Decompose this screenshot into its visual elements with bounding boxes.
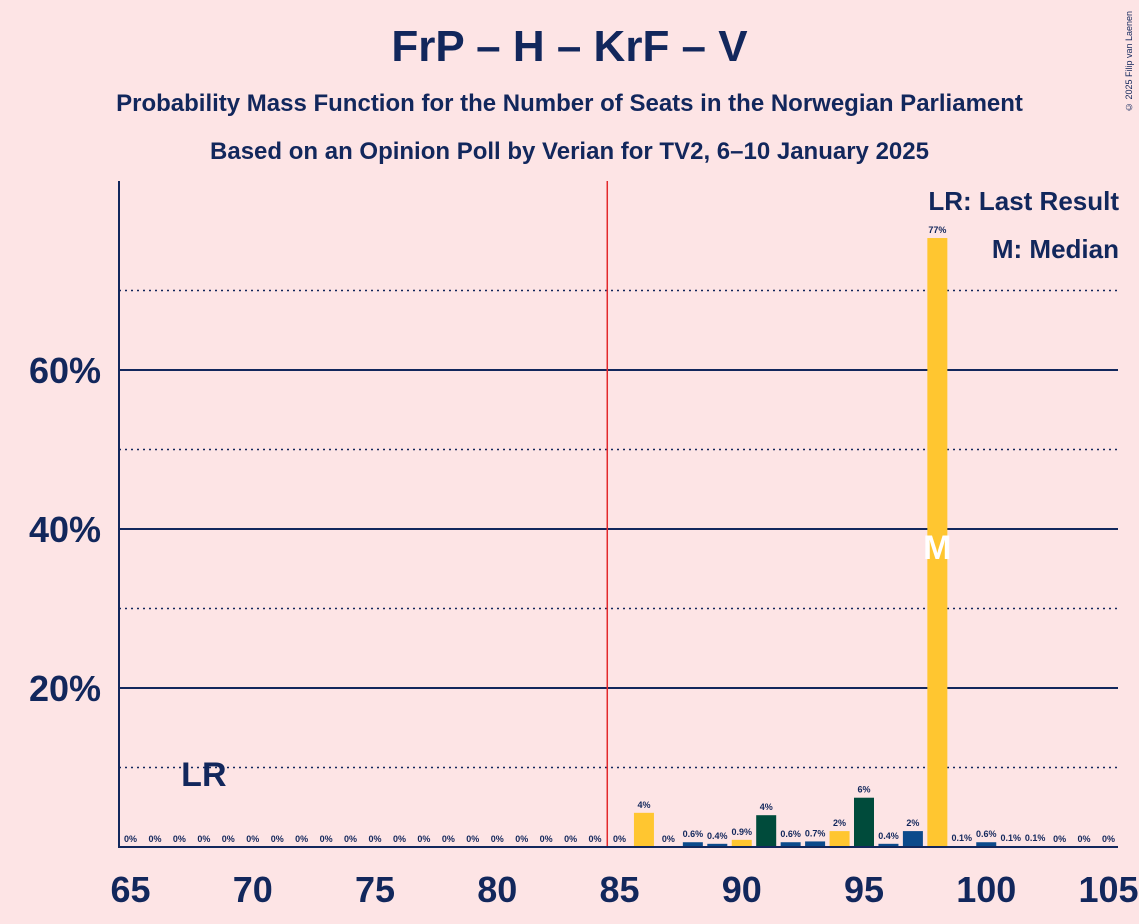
data-label-71: 0% [271,834,284,844]
data-label-69: 0% [222,834,235,844]
data-label-76: 0% [393,834,406,844]
data-label-73: 0% [320,834,333,844]
data-label-95: 6% [857,785,870,795]
data-label-84: 0% [589,834,602,844]
data-label-96: 0.4% [878,831,899,841]
data-label-94: 2% [833,818,846,828]
data-label-90: 0.9% [731,827,752,837]
x-tick-label: 85 [599,869,639,910]
data-label-72: 0% [295,834,308,844]
chart-subtitle-1: Probability Mass Function for the Number… [116,90,1023,117]
data-label-75: 0% [368,834,381,844]
bar-91 [756,815,777,847]
data-label-70: 0% [246,834,259,844]
data-label-93: 0.7% [805,828,826,838]
data-label-77: 0% [417,834,430,844]
bar-86 [633,812,654,847]
data-label-83: 0% [564,834,577,844]
y-tick-label: 20% [29,668,101,709]
median-marker: M [923,529,951,567]
data-label-105: 0% [1102,834,1115,844]
chart-title: FrP – H – KrF – V [391,22,748,71]
bar-95 [854,797,874,847]
data-label-89: 0.4% [707,831,728,841]
data-label-99: 0.1% [952,833,973,843]
x-tick-label: 65 [110,869,150,910]
data-label-86: 4% [637,800,650,810]
bar-90 [731,839,752,847]
y-tick-label: 40% [29,509,101,550]
data-label-74: 0% [344,834,357,844]
data-label-66: 0% [148,834,161,844]
data-label-104: 0% [1078,834,1091,844]
bar-96 [878,843,899,847]
x-tick-label: 75 [355,869,395,910]
data-label-68: 0% [197,834,210,844]
bar-97 [902,831,923,847]
data-label-101: 0.1% [1000,833,1021,843]
data-label-102: 0.1% [1025,833,1046,843]
data-label-88: 0.6% [683,829,704,839]
data-label-82: 0% [540,834,553,844]
chart-subtitle-2: Based on an Opinion Poll by Verian for T… [210,138,929,165]
data-label-67: 0% [173,834,186,844]
data-label-81: 0% [515,834,528,844]
legend-median: M: Median [991,234,1119,264]
data-label-92: 0.6% [780,829,801,839]
data-label-100: 0.6% [976,829,997,839]
bar-94 [829,831,850,847]
data-label-78: 0% [442,834,455,844]
data-label-80: 0% [491,834,504,844]
data-label-87: 0% [662,834,675,844]
data-label-79: 0% [466,834,479,844]
x-tick-label: 105 [1078,869,1138,910]
last-result-marker: LR [181,756,226,794]
x-tick-label: 95 [844,869,884,910]
data-label-97: 2% [906,818,919,828]
x-tick-label: 70 [233,869,273,910]
x-tick-label: 80 [477,869,517,910]
bar-98 [927,238,948,847]
data-label-65: 0% [124,834,137,844]
x-tick-label: 100 [956,869,1016,910]
data-label-85: 0% [613,834,626,844]
bar-89 [707,843,728,847]
bar-100 [976,842,997,847]
bar-92 [780,842,801,847]
bar-88 [682,842,703,847]
data-label-103: 0% [1053,834,1066,844]
data-label-98: 77% [928,225,946,235]
data-label-91: 4% [760,802,773,812]
x-tick-label: 90 [722,869,762,910]
y-tick-label: 60% [29,350,101,391]
bar-93 [805,841,826,847]
legend-last-result: LR: Last Result [928,186,1119,216]
